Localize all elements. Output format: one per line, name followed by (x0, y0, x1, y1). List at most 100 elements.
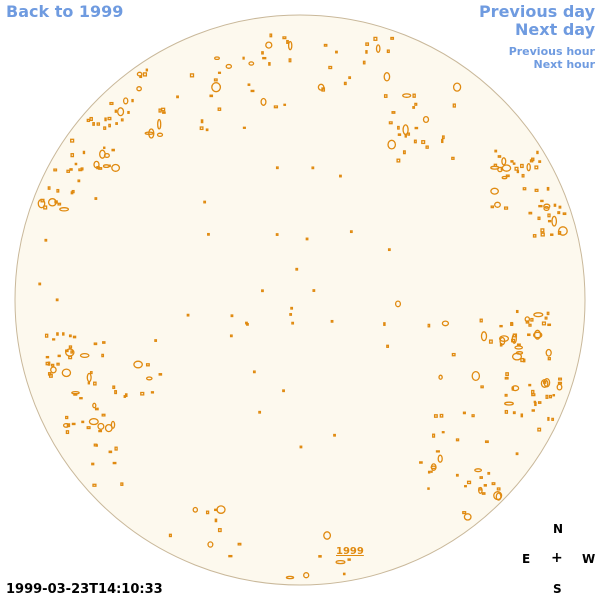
contour-mark (505, 372, 509, 377)
contour-mark (383, 72, 391, 82)
contour-mark (282, 389, 285, 393)
contour-mark (168, 533, 172, 538)
contour-mark (142, 72, 148, 77)
contour-mark (373, 36, 378, 41)
contour-mark (93, 342, 98, 346)
contour-mark (93, 443, 98, 447)
compass-center-icon: + (551, 550, 563, 566)
contour-mark (512, 411, 516, 415)
contour-mark (550, 233, 554, 236)
contour-mark (427, 323, 431, 328)
contour-mark (328, 65, 333, 70)
contour-mark (512, 333, 518, 338)
contour-mark (397, 125, 400, 130)
contour-mark (343, 81, 347, 86)
contour-mark (432, 433, 436, 438)
contour-mark (275, 233, 279, 236)
contour-mark (480, 331, 488, 342)
previous-day-link[interactable]: Previous day (478, 2, 595, 21)
contour-mark (394, 300, 402, 308)
contour-mark (285, 575, 295, 580)
contour-mark (290, 306, 294, 310)
contour-mark (70, 138, 75, 143)
contour-mark (66, 423, 71, 428)
contour-mark (89, 371, 93, 375)
contour-mark (108, 450, 113, 454)
contour-mark (538, 204, 543, 208)
contour-mark (213, 78, 218, 82)
contour-mark (533, 312, 544, 318)
contour-mark (537, 427, 542, 432)
year-link[interactable]: 1999 (336, 546, 364, 557)
contour-mark (515, 309, 519, 314)
contour-mark (242, 126, 246, 129)
contour-mark (501, 175, 508, 180)
contour-mark (462, 511, 467, 515)
contour-mark (247, 83, 251, 86)
contour-mark (435, 450, 440, 453)
contour-mark (154, 339, 158, 342)
contour-mark (543, 205, 550, 212)
contour-mark (66, 169, 71, 173)
magnetogram-contours (37, 33, 568, 580)
contour-mark (44, 333, 49, 338)
compass-south-label: S (553, 582, 562, 596)
contour-mark (480, 385, 484, 389)
contour-mark (439, 413, 444, 418)
contour-mark (73, 393, 78, 396)
next-day-link[interactable]: Next day (515, 20, 595, 39)
contour-mark (540, 228, 545, 233)
contour-mark (68, 345, 73, 349)
contour-mark (534, 188, 539, 192)
contour-mark (330, 319, 334, 323)
contour-mark (490, 187, 499, 195)
back-to-year-link[interactable]: Back to 1999 (6, 2, 124, 21)
contour-mark (479, 318, 483, 323)
contour-mark (497, 155, 502, 158)
contour-mark (557, 211, 561, 215)
contour-mark (114, 390, 118, 395)
contour-mark (478, 486, 483, 494)
contour-mark (112, 461, 117, 465)
contour-mark (57, 354, 61, 358)
contour-mark (532, 234, 537, 238)
contour-mark (93, 381, 97, 386)
contour-mark (145, 68, 149, 72)
contour-mark (50, 363, 55, 367)
contour-mark (237, 542, 242, 546)
contour-mark (97, 422, 105, 430)
contour-mark (162, 111, 166, 114)
previous-hour-link[interactable]: Previous hour (508, 45, 595, 58)
contour-mark (528, 323, 532, 327)
contour-mark (287, 40, 293, 51)
contour-mark (491, 482, 496, 486)
contour-mark (452, 103, 456, 108)
contour-mark (102, 164, 110, 169)
contour-mark (547, 213, 551, 218)
contour-mark (103, 126, 107, 130)
contour-mark (501, 157, 507, 166)
contour-mark (311, 166, 315, 170)
contour-mark (536, 150, 539, 155)
contour-mark (96, 122, 101, 126)
contour-mark (228, 554, 233, 558)
contour-mark (56, 362, 60, 366)
contour-mark (214, 508, 218, 512)
contour-mark (463, 513, 472, 521)
contour-mark (43, 205, 48, 210)
contour-mark (77, 179, 81, 183)
contour-mark (383, 94, 388, 98)
contour-mark (217, 528, 222, 533)
contour-mark (532, 331, 543, 339)
contour-mark (551, 215, 558, 227)
contour-mark (108, 123, 111, 128)
contour-mark (275, 166, 279, 170)
contour-mark (109, 101, 114, 106)
contour-mark (455, 438, 460, 442)
contour-mark (103, 152, 110, 159)
next-hour-link[interactable]: Next hour (533, 58, 596, 71)
contour-mark (386, 344, 390, 348)
contour-mark (545, 348, 552, 357)
contour-mark (543, 203, 551, 209)
contour-mark (176, 95, 179, 99)
